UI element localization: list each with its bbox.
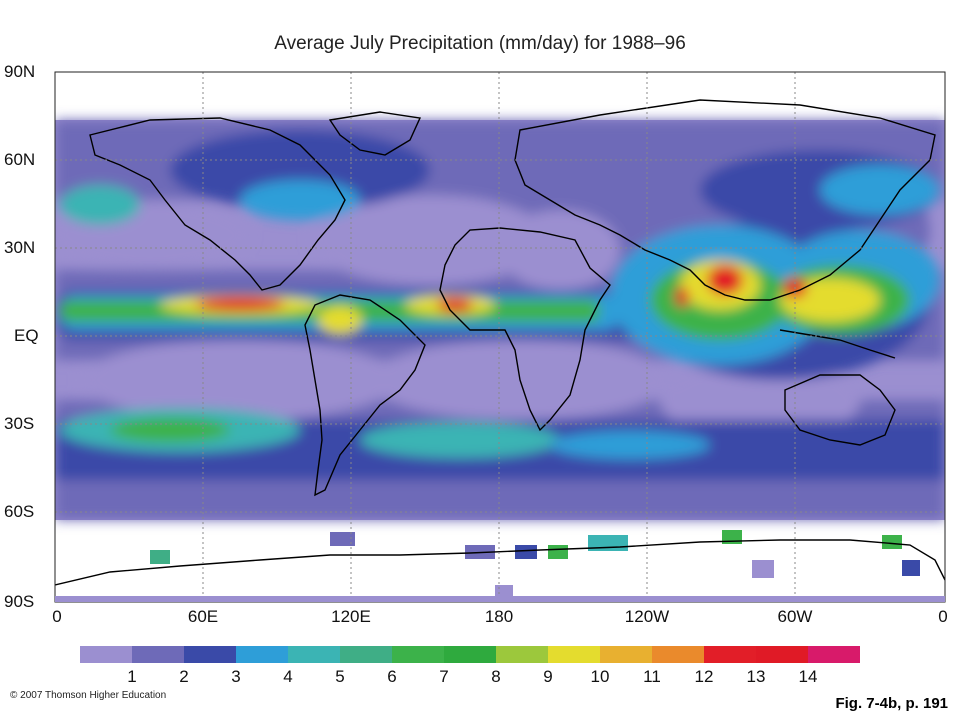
color-legend-bar <box>80 646 860 663</box>
legend-swatch <box>444 646 496 663</box>
legend-label: 1 <box>127 667 137 686</box>
grid-lines <box>55 72 945 602</box>
legend-label: 7 <box>439 667 449 686</box>
legend-label: 14 <box>798 667 818 686</box>
legend-swatch <box>236 646 288 663</box>
lat-label-60s: 60S <box>4 502 35 521</box>
antarctic-block <box>752 560 774 578</box>
legend-swatch <box>392 646 444 663</box>
legend-swatch <box>340 646 392 663</box>
legend-swatch <box>548 646 600 663</box>
lat-label-eq: EQ <box>14 326 39 345</box>
lat-label-90s: 90S <box>4 592 35 611</box>
lat-label-90n: 90N <box>4 62 36 81</box>
south-america-coast <box>304 294 426 497</box>
arctic-no-data <box>55 72 945 120</box>
legend-swatch <box>704 646 756 663</box>
greenland-coast <box>328 111 422 156</box>
legend-label: 6 <box>387 667 397 686</box>
legend-label: 3 <box>231 667 241 686</box>
legend-swatch <box>496 646 548 663</box>
antarctic-block <box>902 560 920 576</box>
lon-label-120e: 120E <box>331 607 371 626</box>
map-title: Average July Precipitation (mm/day) for … <box>274 33 686 54</box>
legend-swatch <box>288 646 340 663</box>
antarctic-block <box>548 545 568 559</box>
legend-label: 9 <box>543 667 553 686</box>
bottom-strip <box>55 596 945 602</box>
lat-label-30s: 30S <box>4 414 35 433</box>
legend-swatch <box>184 646 236 663</box>
lon-label-60w: 60W <box>777 607 813 626</box>
antarctic-block <box>515 545 537 559</box>
coastlines <box>55 99 945 586</box>
africa-coast <box>439 227 611 432</box>
legend-label: 12 <box>694 667 714 686</box>
antarctic-block <box>330 532 355 546</box>
indonesia-coast <box>779 329 896 359</box>
antarctic-block <box>495 585 513 597</box>
figure-reference: Fig. 7-4b, p. 191 <box>835 695 948 712</box>
legend-swatch <box>756 646 808 663</box>
north-america-coast <box>89 117 346 291</box>
lon-label-0-east: 0 <box>938 607 948 626</box>
legend-label: 2 <box>179 667 189 686</box>
legend-swatch <box>80 646 132 663</box>
lat-label-60n: 60N <box>4 150 36 169</box>
precipitation-map <box>54 71 946 603</box>
legend-swatch <box>132 646 184 663</box>
legend-label: 8 <box>491 667 501 686</box>
legend-swatch <box>808 646 860 663</box>
legend-swatch <box>600 646 652 663</box>
legend-label: 10 <box>590 667 610 686</box>
legend-label: 5 <box>335 667 345 686</box>
lon-label-120w: 120W <box>624 607 670 626</box>
eurasia-coast <box>514 99 936 301</box>
antarctic-block <box>882 535 902 549</box>
lon-label-60e: 60E <box>187 607 219 626</box>
antarctic-block <box>150 550 170 564</box>
legend-label: 4 <box>283 667 293 686</box>
legend-label: 11 <box>643 667 661 686</box>
copyright-text: © 2007 Thomson Higher Education <box>10 690 167 701</box>
lon-label-180: 180 <box>484 607 514 626</box>
lon-label-0: 0 <box>52 607 62 626</box>
antarctica-coast <box>55 539 945 586</box>
lat-label-30n: 30N <box>4 238 36 257</box>
legend-swatch <box>652 646 704 663</box>
legend-label: 13 <box>746 667 766 686</box>
